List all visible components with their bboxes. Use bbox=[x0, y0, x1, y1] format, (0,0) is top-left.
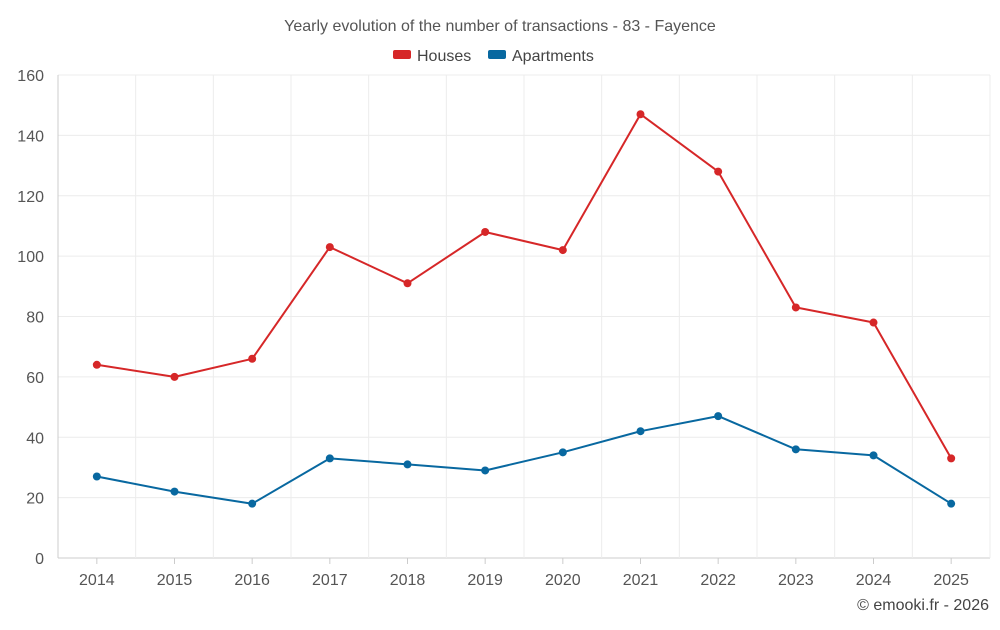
y-tick-label: 20 bbox=[26, 491, 44, 508]
x-tick-label: 2025 bbox=[933, 572, 969, 589]
legend-item-apartments[interactable]: Apartments bbox=[488, 48, 594, 65]
apartments-point-2021[interactable] bbox=[636, 427, 645, 436]
y-tick-label: 0 bbox=[35, 551, 44, 568]
x-tick-label: 2021 bbox=[623, 572, 659, 589]
x-tick-label: 2020 bbox=[545, 572, 581, 589]
y-tick-label: 160 bbox=[17, 68, 44, 85]
apartments-point-2024[interactable] bbox=[869, 451, 878, 460]
legend-label-apartments: Apartments bbox=[512, 48, 594, 65]
houses-point-2023[interactable] bbox=[791, 303, 800, 312]
legend[interactable]: Houses Apartments bbox=[393, 48, 594, 65]
apartments-point-2016[interactable] bbox=[248, 499, 257, 508]
legend-swatch-houses bbox=[393, 50, 411, 59]
apartments-point-2022[interactable] bbox=[714, 412, 723, 421]
y-tick-label: 120 bbox=[17, 189, 44, 206]
houses-point-2025[interactable] bbox=[947, 454, 956, 463]
houses-point-2024[interactable] bbox=[869, 318, 878, 327]
credit-text: © emooki.fr - 2026 bbox=[857, 597, 989, 614]
houses-point-2015[interactable] bbox=[170, 372, 179, 381]
legend-item-houses[interactable]: Houses bbox=[393, 48, 471, 65]
y-tick-label: 40 bbox=[26, 430, 44, 447]
apartments-point-2019[interactable] bbox=[481, 466, 490, 475]
apartments-point-2025[interactable] bbox=[947, 499, 956, 508]
grid bbox=[57, 74, 991, 559]
apartments-point-2015[interactable] bbox=[170, 487, 179, 496]
axes: 0 20 40 60 80 100 120 140 160 2014 2015 2016 2017 201… bbox=[17, 68, 969, 589]
legend-swatch-apartments bbox=[488, 50, 506, 59]
houses-point-2022[interactable] bbox=[714, 167, 723, 176]
houses-point-2016[interactable] bbox=[248, 354, 257, 363]
houses-point-2020[interactable] bbox=[558, 246, 567, 255]
apartments-point-2014[interactable] bbox=[92, 472, 101, 481]
houses-point-2019[interactable] bbox=[481, 227, 490, 236]
x-tick-label: 2014 bbox=[79, 572, 115, 589]
x-tick-label: 2016 bbox=[234, 572, 270, 589]
x-tick-label: 2019 bbox=[467, 572, 503, 589]
y-tick-label: 140 bbox=[17, 128, 44, 145]
legend-label-houses: Houses bbox=[417, 48, 471, 65]
houses-point-2021[interactable] bbox=[636, 110, 645, 119]
y-tick-label: 80 bbox=[26, 310, 44, 327]
series bbox=[92, 110, 956, 508]
x-tick-label: 2017 bbox=[312, 572, 348, 589]
x-tick-label: 2022 bbox=[700, 572, 736, 589]
y-tick-label: 60 bbox=[26, 370, 44, 387]
houses-point-2017[interactable] bbox=[325, 243, 334, 252]
houses-point-2018[interactable] bbox=[403, 279, 412, 288]
houses-series-line bbox=[95, 113, 953, 460]
x-tick-label: 2023 bbox=[778, 572, 814, 589]
apartments-point-2017[interactable] bbox=[325, 454, 334, 463]
y-tick-label: 100 bbox=[17, 249, 44, 266]
apartments-point-2020[interactable] bbox=[558, 448, 567, 457]
apartments-point-2018[interactable] bbox=[403, 460, 412, 469]
houses-point-2014[interactable] bbox=[92, 360, 101, 369]
x-tick-label: 2018 bbox=[390, 572, 426, 589]
apartments-point-2023[interactable] bbox=[791, 445, 800, 454]
chart-title: Yearly evolution of the number of transa… bbox=[284, 18, 716, 35]
apartments-series-line bbox=[95, 415, 953, 505]
x-tick-label: 2015 bbox=[157, 572, 193, 589]
x-tick-label: 2024 bbox=[856, 572, 892, 589]
